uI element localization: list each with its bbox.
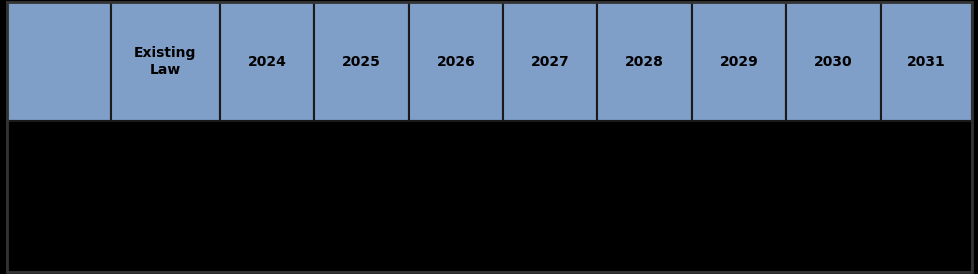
Bar: [7, 2, 111, 121]
Bar: [597, 2, 691, 121]
Bar: [111, 2, 219, 121]
Text: 2031: 2031: [906, 55, 945, 68]
Bar: [691, 2, 785, 121]
Bar: [503, 2, 597, 121]
Bar: [408, 2, 503, 121]
Bar: [880, 2, 971, 121]
Text: 2024: 2024: [247, 55, 287, 68]
Text: 2026: 2026: [436, 55, 474, 68]
Text: 2029: 2029: [719, 55, 758, 68]
Bar: [7, 121, 971, 272]
Bar: [314, 2, 408, 121]
Bar: [219, 2, 314, 121]
Text: Existing
Law: Existing Law: [134, 46, 197, 77]
Text: 2025: 2025: [341, 55, 380, 68]
Text: 2030: 2030: [814, 55, 852, 68]
Text: 2027: 2027: [530, 55, 569, 68]
Text: 2028: 2028: [625, 55, 663, 68]
Bar: [785, 2, 880, 121]
